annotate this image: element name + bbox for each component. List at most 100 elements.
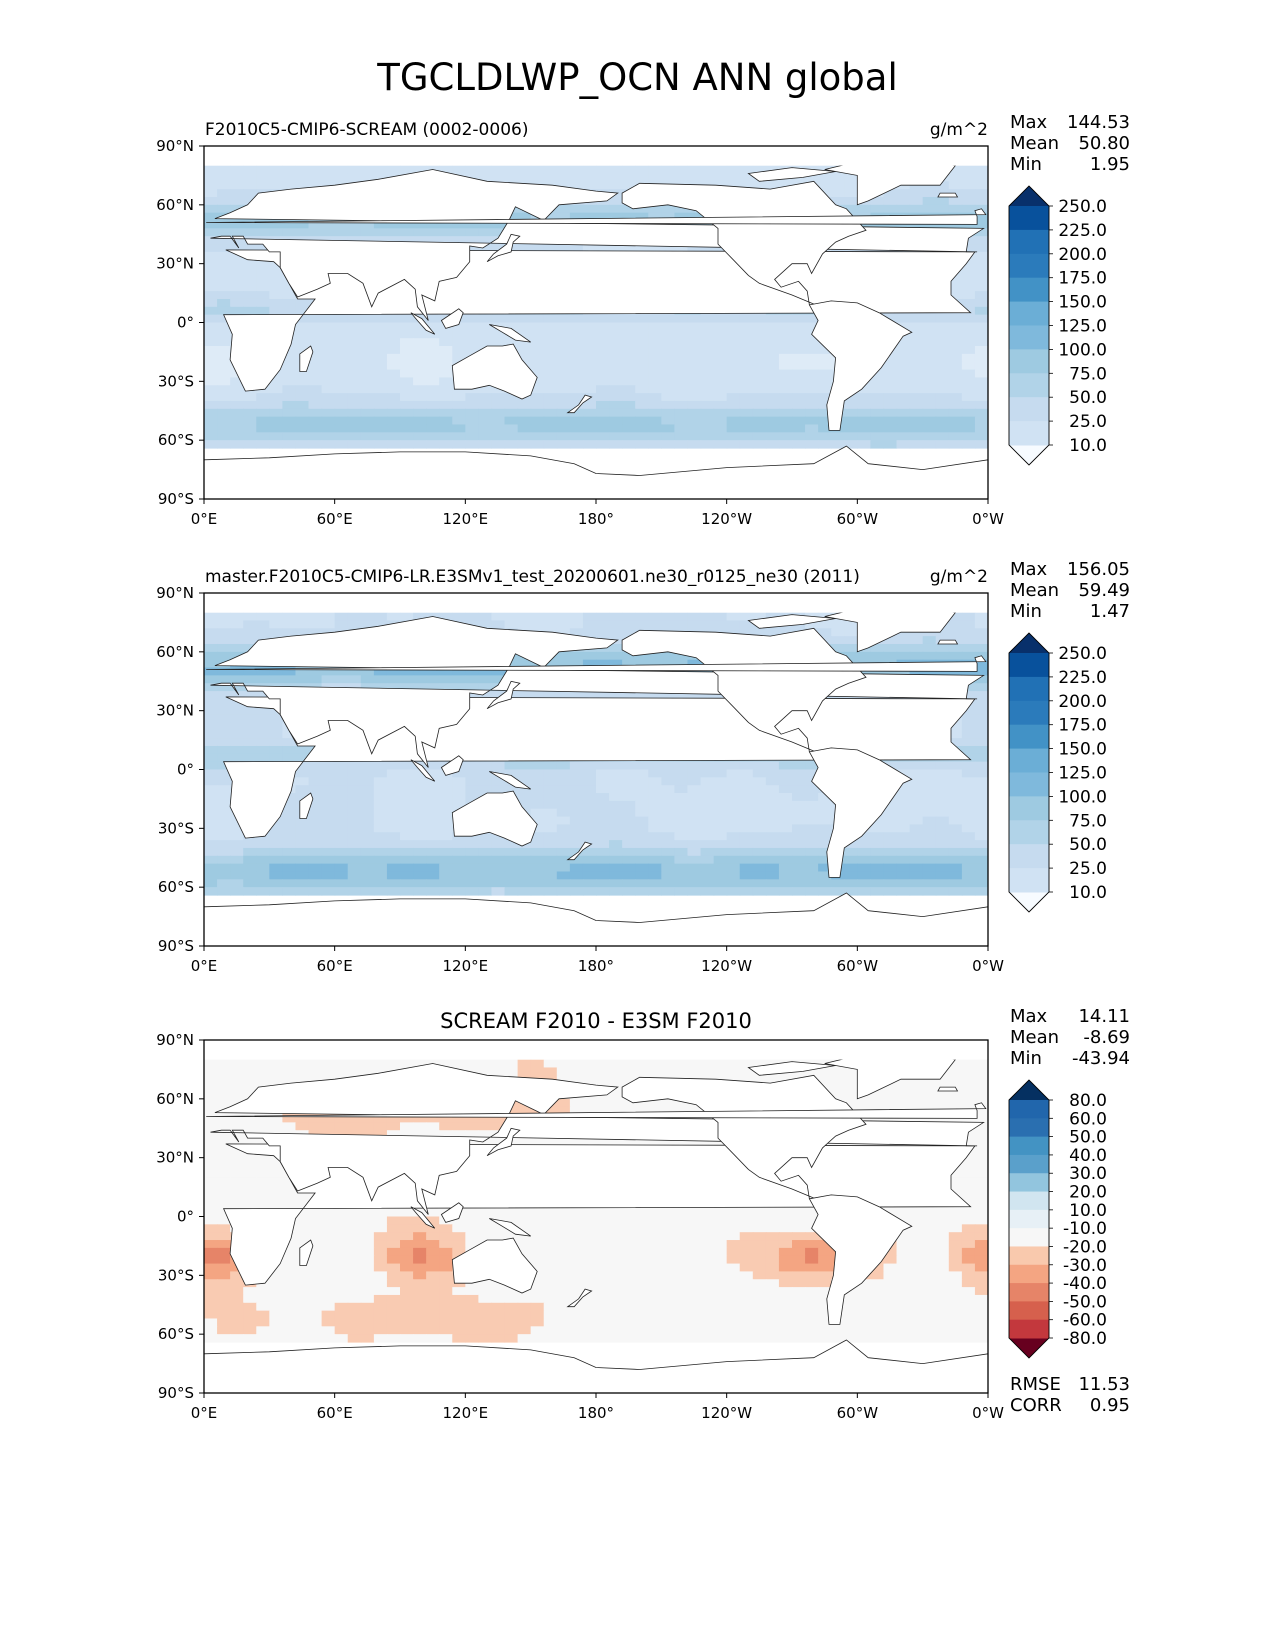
field-cell	[334, 424, 349, 433]
field-cell	[400, 228, 414, 237]
field-cell	[948, 322, 963, 331]
field-cell	[530, 408, 545, 418]
field-cell	[739, 769, 754, 778]
field-cell	[961, 330, 976, 339]
field-cell	[674, 769, 689, 778]
field-cell	[452, 236, 466, 245]
field-cell	[217, 346, 231, 355]
field-cell	[230, 1075, 244, 1084]
field-cell	[635, 824, 649, 833]
field-cell	[922, 338, 937, 347]
field-cell	[269, 722, 283, 731]
field-cell	[530, 800, 545, 810]
field-cell	[282, 753, 297, 763]
field-cell	[569, 377, 584, 386]
field-cell	[609, 181, 623, 190]
field-cell	[818, 808, 832, 818]
field-cell	[556, 165, 571, 175]
field-cell	[609, 361, 623, 371]
field-cell	[883, 847, 898, 857]
field-cell	[909, 393, 924, 402]
field-cell	[831, 620, 845, 629]
field-cell	[295, 181, 310, 190]
field-cell	[504, 165, 519, 175]
field-cell	[582, 816, 597, 826]
land-japan	[486, 233, 521, 263]
field-cell	[556, 369, 571, 379]
field-cell	[439, 424, 453, 433]
field-cell	[674, 887, 689, 896]
field-cell	[687, 1067, 702, 1076]
field-cell	[909, 793, 924, 802]
field-cell	[269, 863, 283, 873]
field-cell	[818, 353, 832, 363]
field-cell	[256, 628, 270, 637]
field-cell	[217, 738, 231, 747]
field-cell	[517, 353, 532, 363]
field-cell	[282, 291, 297, 300]
field-cell	[334, 800, 349, 810]
field-cell	[217, 408, 231, 418]
field-cell	[217, 887, 231, 896]
field-cell	[661, 338, 675, 347]
field-cell	[360, 808, 375, 818]
field-cell	[596, 871, 610, 880]
field-cell	[596, 173, 610, 182]
field-cell	[478, 863, 493, 873]
field-cell	[413, 228, 427, 237]
field-cell	[386, 440, 401, 449]
field-cell	[230, 424, 244, 433]
field-cell	[491, 887, 506, 896]
field-cell	[922, 651, 937, 661]
field-cell	[243, 730, 257, 739]
field-cell	[648, 1106, 662, 1116]
field-cell	[752, 1059, 767, 1069]
field-cell	[805, 808, 819, 818]
field-cell	[347, 228, 362, 237]
colorbar-label: 10.0	[1069, 883, 1107, 903]
field-cell	[726, 840, 741, 849]
field-cell	[622, 361, 636, 371]
field-cell	[478, 871, 493, 880]
field-cell	[948, 612, 963, 622]
field-cell	[478, 761, 493, 771]
field-cell	[439, 440, 453, 449]
field-cell	[217, 691, 231, 700]
field-cell	[922, 322, 937, 331]
field-cell	[360, 440, 375, 449]
field-cell	[635, 887, 649, 896]
field-cell	[961, 785, 976, 794]
field-cell	[687, 793, 702, 802]
field-cell	[556, 651, 571, 661]
field-cell	[256, 847, 270, 857]
field-cell	[948, 824, 963, 833]
field-cell	[308, 855, 323, 865]
field-cell	[386, 385, 401, 394]
field-cell	[347, 1114, 362, 1123]
field-cell	[765, 346, 780, 355]
field-cell	[269, 847, 283, 857]
field-cell	[308, 824, 323, 833]
field-cell	[909, 416, 924, 426]
field-cell	[778, 346, 793, 355]
field-cell	[556, 840, 571, 849]
colorbar-label: 50.0	[1069, 835, 1107, 855]
field-cell	[465, 228, 479, 237]
field-cell	[204, 353, 218, 363]
field-cell	[282, 400, 297, 410]
field-cell	[491, 228, 506, 237]
field-cell	[609, 800, 623, 810]
field-cell	[282, 730, 297, 739]
field-cell	[413, 1059, 427, 1069]
field-cell	[687, 393, 702, 402]
field-cell	[556, 832, 571, 841]
field-cell	[543, 800, 558, 810]
field-cell	[961, 706, 976, 716]
field-cell	[439, 361, 453, 371]
field-cell	[204, 855, 218, 865]
field-cell	[896, 800, 911, 810]
field-cell	[974, 832, 988, 841]
field-cell	[556, 871, 571, 880]
field-cell	[752, 314, 767, 324]
field-cell	[831, 887, 845, 896]
